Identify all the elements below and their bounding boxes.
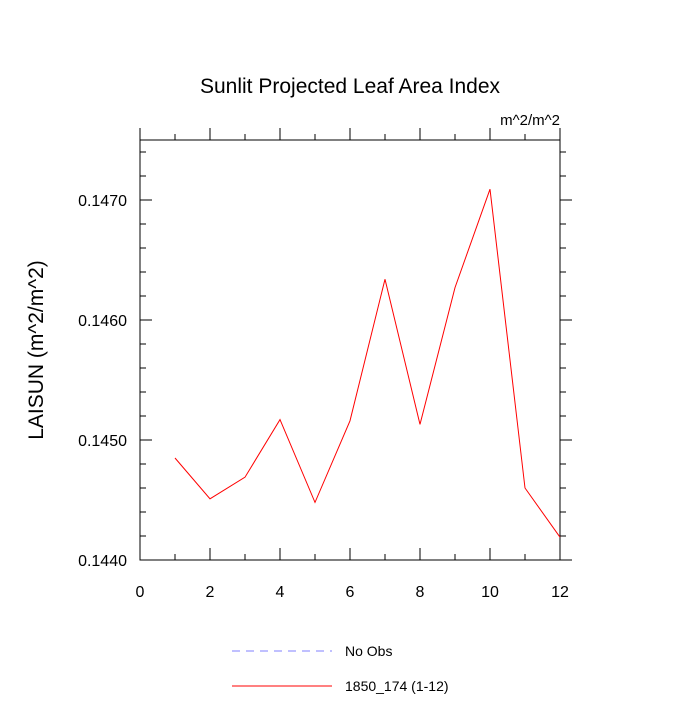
units-label: m^2/m^2 — [500, 112, 560, 129]
data-point — [314, 501, 317, 504]
y-tick-label: 0.1440 — [78, 553, 127, 570]
x-tick-label: 0 — [136, 584, 145, 601]
legend-label: 1850_174 (1-12) — [345, 678, 449, 694]
y-axis-label: LAISUN (m^2/m^2) — [25, 260, 48, 440]
x-tick-label: 4 — [276, 584, 285, 601]
data-point — [244, 476, 247, 479]
y-tick-label: 0.1450 — [78, 433, 127, 450]
data-point — [384, 278, 387, 281]
data-point — [209, 497, 212, 500]
data-point — [524, 487, 527, 490]
y-tick-label: 0.1460 — [78, 313, 127, 330]
data-point — [174, 457, 177, 460]
data-point — [489, 188, 492, 191]
plot-frame — [139, 139, 561, 561]
data-point — [454, 286, 457, 289]
x-tick-label: 12 — [551, 584, 569, 601]
data-point — [349, 419, 352, 422]
series-group — [174, 188, 562, 539]
legend: No Obs 1850_174 (1-12) — [232, 643, 449, 694]
data-point — [419, 423, 422, 426]
x-tick-label: 2 — [206, 584, 215, 601]
data-point — [559, 536, 562, 539]
series-line — [174, 189, 561, 538]
chart-title: Sunlit Projected Leaf Area Index — [200, 75, 501, 98]
y-tick-label: 0.1470 — [78, 193, 127, 210]
legend-label: No Obs — [345, 643, 392, 659]
x-tick-label: 8 — [416, 584, 425, 601]
axis-ticks: 0 2 4 6 8 10 12 0.1440 0.1450 0.1460 0.1470 — [78, 128, 572, 601]
x-tick-label: 6 — [346, 584, 355, 601]
data-point — [279, 418, 282, 421]
x-tick-label: 10 — [481, 584, 499, 601]
